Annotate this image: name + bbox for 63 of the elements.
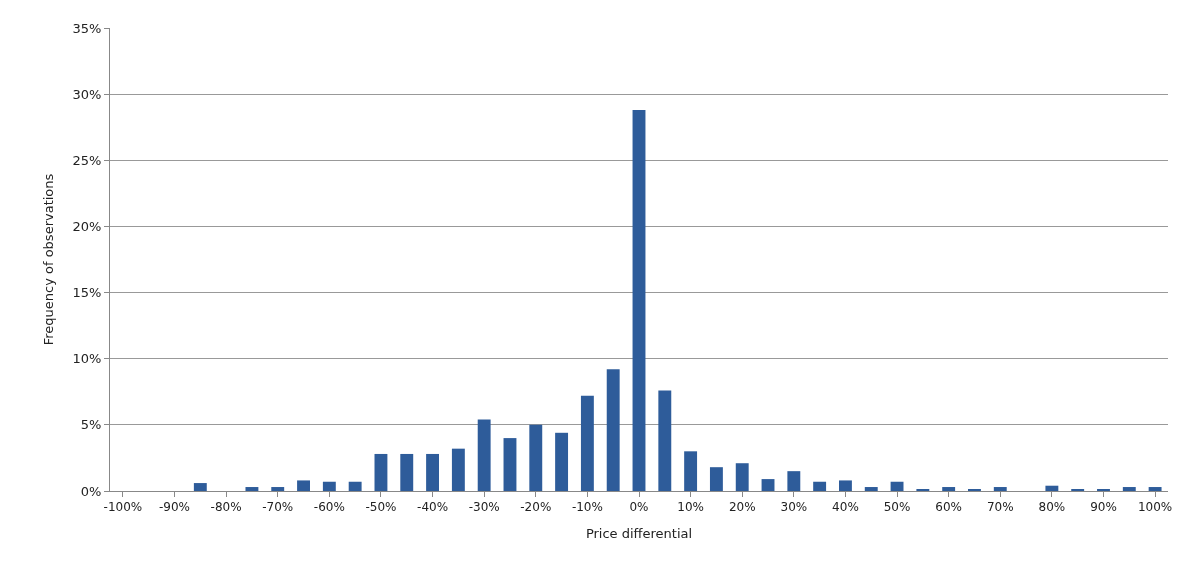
x-tick-label: -50%: [365, 500, 397, 515]
bar: [451, 448, 465, 491]
x-tick-label: -80%: [210, 500, 242, 515]
x-tick-label: 10%: [677, 500, 704, 515]
bar: [297, 480, 310, 491]
bar: [709, 467, 723, 491]
bar: [426, 453, 440, 491]
x-tick-label: 0%: [629, 500, 649, 515]
x-tick-label: -70%: [262, 500, 294, 515]
y-tick-label: 10%: [72, 351, 102, 367]
bar: [374, 453, 388, 491]
bar: [838, 480, 852, 491]
x-tick-label: -90%: [159, 500, 191, 515]
bar: [322, 481, 336, 491]
x-tick-label: 70%: [986, 500, 1014, 515]
x-tick-label: -100%: [103, 500, 143, 515]
bar: [787, 471, 801, 491]
bar: [735, 463, 749, 491]
bar: [813, 481, 827, 491]
x-tick-label: 60%: [935, 500, 962, 515]
bar: [1148, 487, 1162, 491]
x-tick-label: 30%: [780, 500, 808, 515]
bar: [890, 481, 904, 491]
bar: [632, 110, 646, 491]
y-tick-label: 25%: [72, 152, 102, 168]
x-tick-label: -10%: [571, 500, 603, 515]
x-tick-label: 90%: [1090, 500, 1117, 515]
y-axis-title: Frequency of observations: [41, 173, 57, 346]
bar: [993, 487, 1007, 491]
x-tick-label: 100%: [1137, 500, 1173, 515]
x-tick-label: 50%: [883, 500, 911, 515]
bar: [580, 395, 594, 491]
x-tick-label: 40%: [832, 500, 859, 515]
bar: [555, 432, 569, 491]
bar: [1122, 487, 1136, 491]
y-tick-label: 5%: [80, 417, 102, 433]
bar: [348, 481, 362, 491]
bar: [658, 390, 672, 491]
bar: [761, 479, 775, 491]
bar: [271, 487, 285, 491]
bar: [400, 453, 414, 491]
bar: [1045, 485, 1059, 491]
x-tick-label: -40%: [417, 500, 449, 515]
y-tick-label: 35%: [72, 20, 102, 36]
x-tick-label: -60%: [313, 500, 345, 515]
y-tick-label: 30%: [72, 86, 102, 102]
x-tick-label: -30%: [468, 500, 500, 515]
y-tick-label: 20%: [72, 218, 102, 234]
bar: [503, 438, 517, 491]
bar: [477, 419, 491, 491]
bar: [684, 451, 698, 491]
x-tick-label: -20%: [520, 500, 552, 515]
bar: [193, 483, 207, 491]
x-axis-title: Price differential: [585, 526, 693, 541]
y-tick-label: 15%: [72, 285, 102, 301]
bar: [942, 487, 956, 491]
y-tick-label: 0%: [80, 483, 102, 499]
x-tick-label: 80%: [1038, 500, 1066, 515]
bar: [529, 424, 543, 491]
bar: [606, 369, 620, 491]
bar: [864, 487, 878, 491]
x-tick-label: 20%: [728, 500, 756, 515]
bar: [245, 487, 259, 491]
